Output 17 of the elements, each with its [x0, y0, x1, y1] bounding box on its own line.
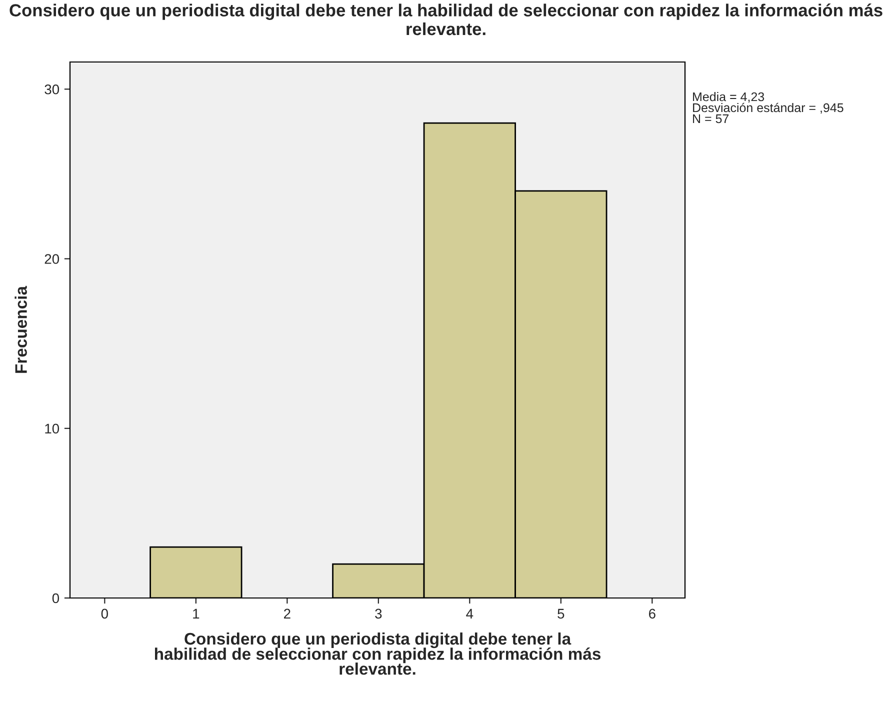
x-tick-label: 0 — [101, 608, 108, 619]
text: Desviación estándar = ,945 — [693, 102, 844, 114]
y-tick-label: 20 — [44, 254, 60, 264]
x-tick-label: 2 — [284, 608, 290, 618]
x-tick-label: 4 — [466, 608, 474, 618]
y-axis-title: Frecuencia — [14, 286, 27, 373]
text: Media = 4,23 — [693, 92, 764, 103]
x-tick-label: 5 — [558, 608, 564, 619]
y-tick-label: 10 — [45, 424, 60, 434]
y-tick-label: 30 — [44, 84, 60, 94]
x-axis-title: Considero que un periodista digital debe tener la habilidad de seleccionar con rapidez la información más relevante. — [155, 632, 601, 675]
text: N = 57 — [693, 114, 729, 124]
x-tick-label: 6 — [648, 608, 656, 619]
chart-title: Considero que un periodista digital debe tener la habilidad de seleccionar con rapidez la información más relevante. — [10, 4, 882, 36]
y-tick-label: 0 — [52, 593, 60, 604]
x-tick-label: 3 — [375, 608, 382, 619]
x-tick-label: 1 — [193, 608, 200, 618]
